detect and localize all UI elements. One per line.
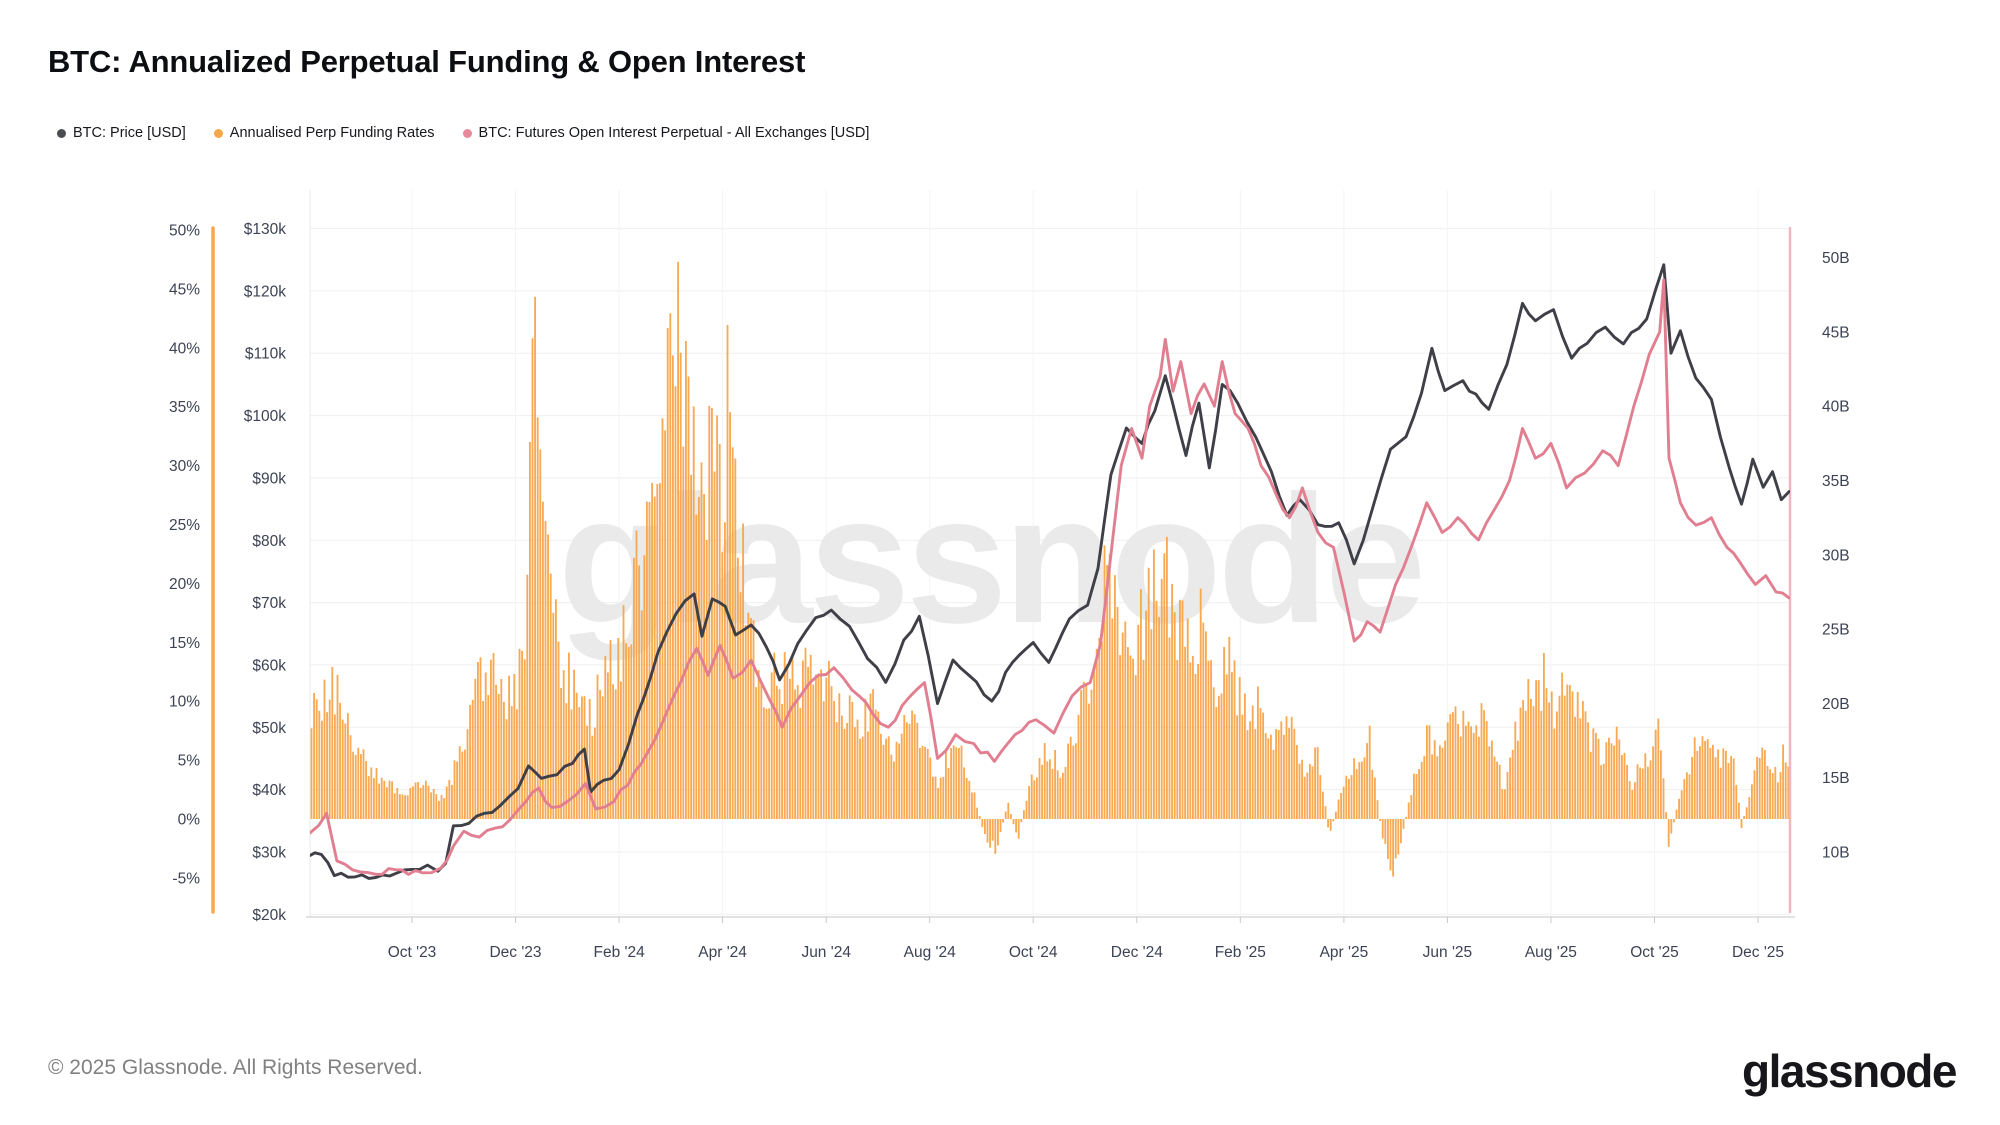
price-axis-labels: $130k $120k $110k $100k $90k $80k $70k $60k $50k… xyxy=(244,221,286,924)
price-axis-labels-tick: $40k xyxy=(252,782,286,799)
funding-axis-labels-tick: 5% xyxy=(178,753,201,770)
x-axis-label: Aug '25 xyxy=(1525,944,1577,961)
funding-axis-labels: 50% 45% 40% 35% 30% 25% 20% 15% 10% 5% 0% -5% xyxy=(169,223,200,888)
page-title: BTC: Annualized Perpetual Funding & Open… xyxy=(48,44,806,79)
open-interest-axis-labels-tick: 35B xyxy=(1822,473,1850,490)
price-axis-labels-tick: $120k xyxy=(244,283,286,300)
legend-item-btc-price[interactable]: BTC: Price [USD] xyxy=(57,125,186,141)
open-interest-axis-labels-tick: 10B xyxy=(1822,845,1850,862)
price-axis-labels-tick: $100k xyxy=(244,408,286,425)
price-axis-labels-tick: $110k xyxy=(245,346,286,363)
open-interest-axis-labels-tick: 25B xyxy=(1822,622,1850,639)
x-axis-label: Dec '25 xyxy=(1732,944,1784,961)
open-interest-axis-labels-tick: 15B xyxy=(1822,770,1850,787)
funding-axis-labels-tick: 0% xyxy=(178,812,201,829)
chart-legend: BTC: Price [USD] Annualised Perp Funding… xyxy=(57,125,869,141)
legend-dot-open-interest-icon xyxy=(462,128,472,138)
glassnode-watermark: glassnode xyxy=(558,457,1422,661)
glassnode-logo: glassnode xyxy=(1741,1045,1958,1097)
x-axis-label: Apr '25 xyxy=(1320,944,1369,961)
x-axis-label: Feb '25 xyxy=(1215,944,1266,961)
funding-axis-labels-tick: 50% xyxy=(169,223,200,240)
funding-axis-labels-tick: 25% xyxy=(169,517,200,534)
x-axis-label: Oct '24 xyxy=(1009,944,1058,961)
price-axis-labels-tick: $70k xyxy=(252,595,286,612)
price-axis-labels-tick: $20k xyxy=(252,907,286,924)
legend-item-funding[interactable]: Annualised Perp Funding Rates xyxy=(213,125,435,141)
x-axis-label: Feb '24 xyxy=(593,944,645,961)
legend-item-open-interest[interactable]: BTC: Futures Open Interest Perpetual - A… xyxy=(462,125,870,141)
funding-axis-labels-tick: -5% xyxy=(172,870,200,887)
price-axis-labels-tick: $30k xyxy=(252,845,286,862)
legend-dot-funding-icon xyxy=(213,128,223,138)
btc-price-line xyxy=(310,263,1790,880)
price-axis-labels-tick: $60k xyxy=(252,657,286,674)
x-axis-ticks xyxy=(411,917,1759,923)
x-axis-labels: Oct '23 Dec '23 Feb '24 Apr '24 Jun '24 Aug '… xyxy=(388,944,1784,961)
open-interest-axis-labels-tick: 50B xyxy=(1822,250,1850,267)
x-axis-label: Dec '24 xyxy=(1111,944,1163,961)
funding-axis-labels-tick: 45% xyxy=(169,281,200,298)
legend-label-price: BTC: Price [USD] xyxy=(73,125,186,141)
open-interest-axis-labels-tick: 30B xyxy=(1822,547,1850,564)
price-axis-labels-tick: $130k xyxy=(244,221,286,238)
price-axis-labels-tick: $90k xyxy=(252,470,286,487)
open-interest-line xyxy=(310,278,1790,876)
x-axis-label: Jun '24 xyxy=(801,944,851,961)
x-axis-label: Oct '23 xyxy=(388,944,437,961)
funding-axis-labels-tick: 40% xyxy=(169,340,200,357)
x-axis-label: Dec '23 xyxy=(489,944,541,961)
funding-axis-labels-tick: 35% xyxy=(169,399,200,416)
funding-axis-labels-tick: 10% xyxy=(169,694,200,711)
legend-label-open-interest: BTC: Futures Open Interest Perpetual - A… xyxy=(478,125,870,141)
open-interest-axis-labels: 50B 45B 40B 35B 30B 25B 20B 15B 10B xyxy=(1822,250,1850,861)
x-axis-label: Aug '24 xyxy=(904,944,956,961)
funding-axis-labels-tick: 30% xyxy=(169,458,200,475)
x-axis-label: Apr '24 xyxy=(698,944,747,961)
plot-area[interactable] xyxy=(310,190,1790,917)
open-interest-axis-labels-tick: 40B xyxy=(1822,399,1850,416)
legend-dot-price-icon xyxy=(57,128,66,138)
open-interest-axis-labels-tick: 45B xyxy=(1822,324,1850,341)
legend-label-funding: Annualised Perp Funding Rates xyxy=(229,125,435,141)
price-axis-labels-tick: $50k xyxy=(252,720,286,737)
price-axis-labels-tick: $80k xyxy=(252,533,286,550)
funding-axis-labels-tick: 20% xyxy=(169,576,200,593)
open-interest-axis-labels-tick: 20B xyxy=(1822,696,1850,713)
copyright-text: © 2025 Glassnode. All Rights Reserved. xyxy=(48,1056,424,1079)
funding-axis-labels-tick: 15% xyxy=(169,635,200,652)
x-axis-label: Jun '25 xyxy=(1423,944,1473,961)
x-axis-label: Oct '25 xyxy=(1630,944,1679,961)
